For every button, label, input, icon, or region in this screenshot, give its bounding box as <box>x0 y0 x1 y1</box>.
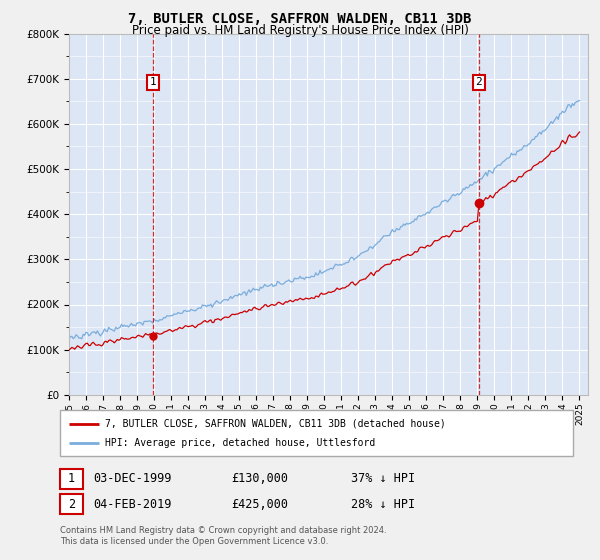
Text: 04-FEB-2019: 04-FEB-2019 <box>93 497 172 511</box>
Text: 1: 1 <box>149 77 156 87</box>
Text: 1: 1 <box>68 472 75 486</box>
Text: 2: 2 <box>476 77 482 87</box>
Text: This data is licensed under the Open Government Licence v3.0.: This data is licensed under the Open Gov… <box>60 537 328 546</box>
Text: 2: 2 <box>68 497 75 511</box>
Text: 7, BUTLER CLOSE, SAFFRON WALDEN, CB11 3DB (detached house): 7, BUTLER CLOSE, SAFFRON WALDEN, CB11 3D… <box>105 419 446 429</box>
Text: 37% ↓ HPI: 37% ↓ HPI <box>351 472 415 486</box>
Text: Contains HM Land Registry data © Crown copyright and database right 2024.: Contains HM Land Registry data © Crown c… <box>60 526 386 535</box>
Text: £425,000: £425,000 <box>231 497 288 511</box>
Text: 7, BUTLER CLOSE, SAFFRON WALDEN, CB11 3DB: 7, BUTLER CLOSE, SAFFRON WALDEN, CB11 3D… <box>128 12 472 26</box>
Text: £130,000: £130,000 <box>231 472 288 486</box>
Text: HPI: Average price, detached house, Uttlesford: HPI: Average price, detached house, Uttl… <box>105 438 375 449</box>
Text: 28% ↓ HPI: 28% ↓ HPI <box>351 497 415 511</box>
Text: 03-DEC-1999: 03-DEC-1999 <box>93 472 172 486</box>
Text: Price paid vs. HM Land Registry's House Price Index (HPI): Price paid vs. HM Land Registry's House … <box>131 24 469 36</box>
